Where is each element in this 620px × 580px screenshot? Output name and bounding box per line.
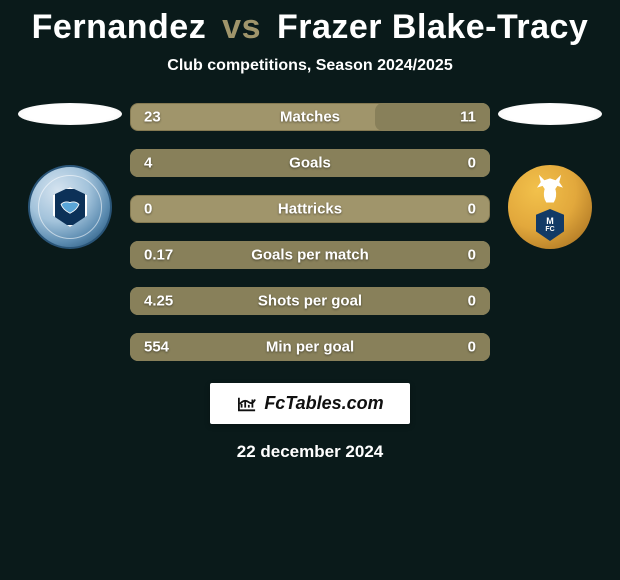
stat-value-right: 0: [468, 293, 476, 310]
stat-value-left: 23: [144, 109, 161, 126]
stat-row: 23 Matches 11: [130, 103, 490, 131]
stat-label: Matches: [280, 109, 340, 126]
right-column: M FC: [490, 103, 610, 249]
stat-value-left: 554: [144, 339, 169, 356]
stat-value-right: 0: [468, 201, 476, 218]
left-column: [10, 103, 130, 249]
brand-chart-icon: [236, 395, 258, 413]
crest-right-shield-bot: FC: [545, 226, 554, 233]
stat-row: 554 Min per goal 0: [130, 333, 490, 361]
stat-row: 4.25 Shots per goal 0: [130, 287, 490, 315]
stat-value-left: 0: [144, 201, 152, 218]
subtitle: Club competitions, Season 2024/2025: [167, 57, 452, 75]
crest-right-shield: M FC: [536, 209, 564, 241]
stat-label: Goals per match: [251, 247, 369, 264]
flag-placeholder-left: [18, 103, 122, 125]
stat-label: Hattricks: [278, 201, 342, 218]
stat-row: 4 Goals 0: [130, 149, 490, 177]
flag-placeholder-right: [498, 103, 602, 125]
stat-row: 0.17 Goals per match 0: [130, 241, 490, 269]
vs-label: vs: [222, 8, 261, 46]
stat-label: Shots per goal: [258, 293, 362, 310]
brand-box[interactable]: FcTables.com: [210, 383, 409, 424]
date-label: 22 december 2024: [237, 442, 384, 462]
stat-value-left: 4: [144, 155, 152, 172]
page-title: Fernandez vs Frazer Blake-Tracy: [32, 8, 589, 47]
crest-left-shield-icon: [53, 187, 87, 227]
stat-value-right: 0: [468, 155, 476, 172]
stat-value-left: 4.25: [144, 293, 173, 310]
player2-name: Frazer Blake-Tracy: [277, 8, 588, 46]
club-crest-right: M FC: [508, 165, 592, 249]
stat-label: Min per goal: [266, 339, 354, 356]
comparison-card: Fernandez vs Frazer Blake-Tracy Club com…: [0, 0, 620, 580]
player1-name: Fernandez: [32, 8, 207, 46]
stat-value-right: 0: [468, 247, 476, 264]
stat-value-right: 0: [468, 339, 476, 356]
crest-right-shield-top: M: [546, 217, 554, 226]
main-row: 23 Matches 11 4 Goals 0 0 Hattricks 0 0.17 Goals p…: [0, 103, 620, 361]
stats-list: 23 Matches 11 4 Goals 0 0 Hattricks 0 0.17 Goals p…: [130, 103, 490, 361]
brand-text: FcTables.com: [264, 393, 383, 414]
stat-label: Goals: [289, 155, 331, 172]
club-crest-left: [28, 165, 112, 249]
stat-row: 0 Hattricks 0: [130, 195, 490, 223]
stat-value-left: 0.17: [144, 247, 173, 264]
stat-value-right: 11: [460, 109, 476, 126]
